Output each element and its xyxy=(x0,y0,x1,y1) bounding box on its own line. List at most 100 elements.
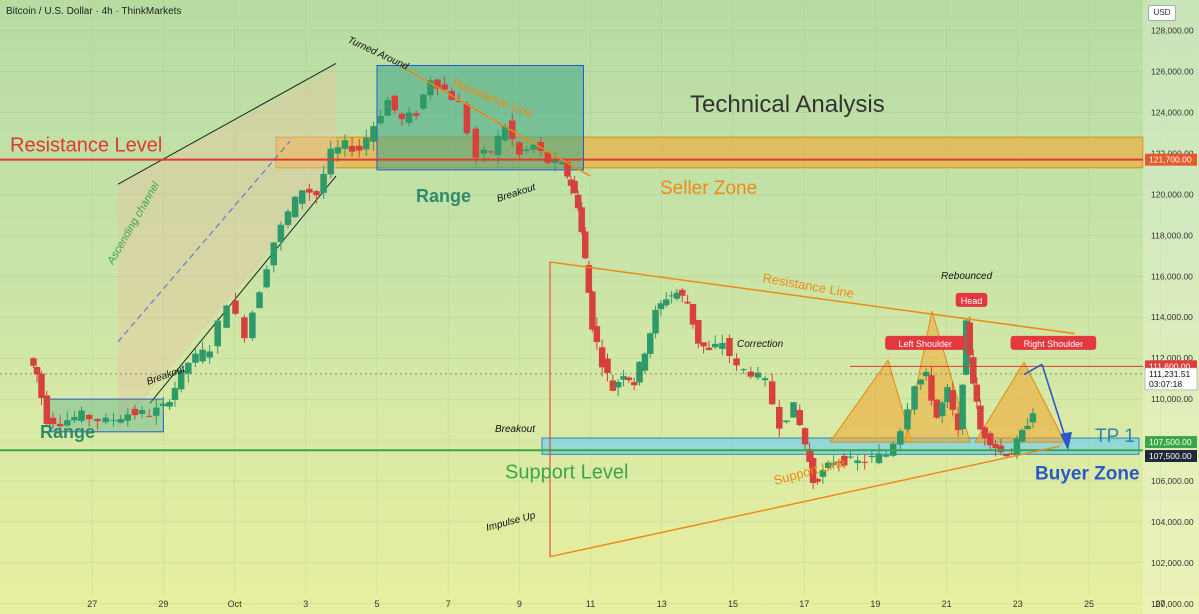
candle-body xyxy=(85,414,93,420)
candle-body xyxy=(110,419,117,421)
candle-body xyxy=(298,190,306,204)
candle-body xyxy=(783,420,790,423)
candle-body xyxy=(223,305,230,328)
candle-body xyxy=(71,417,78,421)
candle-body xyxy=(657,303,665,310)
price-axis-bg xyxy=(1143,0,1199,614)
candle-body xyxy=(796,410,803,426)
price-tick-label: 124,000.00 xyxy=(1151,108,1194,118)
candle-body xyxy=(564,161,571,177)
candle-body xyxy=(49,417,57,425)
price-tag xyxy=(1145,153,1197,166)
ascending-channel-fill xyxy=(118,67,336,430)
candle-body xyxy=(185,362,192,374)
candle-body xyxy=(405,112,413,123)
candle-body xyxy=(199,349,206,362)
candle-body xyxy=(537,141,545,152)
candle-body xyxy=(620,376,627,380)
candle-body xyxy=(263,269,270,288)
time-axis: 27 29 Oct 3 5 7 9 11 13 15 17 19 21 23 25 27 xyxy=(87,599,1165,609)
channel-upper-line xyxy=(117,63,337,185)
price-tick-label: 106,000.00 xyxy=(1151,476,1194,486)
price-tag-label: 107,500.00 xyxy=(1149,451,1192,461)
candle-body xyxy=(897,431,904,445)
candle-body xyxy=(516,142,523,155)
candle-body xyxy=(841,455,848,466)
pattern-badge xyxy=(885,335,966,350)
price-tag-label: 107,500.00 xyxy=(1149,437,1192,447)
candle-body xyxy=(487,151,495,153)
price-tag-label: 111,600.00 xyxy=(1149,361,1191,371)
candle-body xyxy=(398,113,406,120)
candle-body xyxy=(313,191,320,196)
candle-body xyxy=(94,419,101,422)
candle-body xyxy=(875,453,883,464)
candle-body xyxy=(56,423,64,427)
candle-body xyxy=(636,361,643,383)
candle-body xyxy=(949,390,957,410)
candle-body xyxy=(171,387,179,400)
time-tick-label: 19 xyxy=(870,599,880,609)
time-tick-label: 29 xyxy=(158,599,168,609)
candle-body xyxy=(933,399,941,418)
candle-body xyxy=(959,384,966,429)
pattern-badge xyxy=(1010,335,1097,350)
candle-body xyxy=(598,347,606,368)
candle-body xyxy=(341,140,349,149)
candle-body xyxy=(1024,425,1031,430)
candle-body xyxy=(384,100,391,116)
price-tick-label: 118,000.00 xyxy=(1151,230,1193,240)
candle-body xyxy=(427,80,434,96)
time-tick-label: 11 xyxy=(586,599,595,609)
candle-body xyxy=(320,173,327,193)
candle-body xyxy=(412,113,420,116)
candle-body xyxy=(609,380,617,391)
candle-body xyxy=(973,384,981,402)
candle-body xyxy=(954,413,962,431)
candle-body xyxy=(284,211,292,225)
time-tick-label: 9 xyxy=(517,599,522,609)
candle-body xyxy=(177,369,185,390)
candle-body xyxy=(776,406,783,429)
candle-body xyxy=(962,320,970,375)
candle-body xyxy=(192,353,199,363)
candle-body xyxy=(977,405,984,430)
price-tag xyxy=(1145,449,1197,462)
price-tick-label: 114,000.00 xyxy=(1151,312,1193,322)
candle-body xyxy=(944,387,951,403)
time-tick-label: 13 xyxy=(657,599,667,609)
time-tick-label: 15 xyxy=(728,599,738,609)
candle-body xyxy=(78,410,85,421)
price-tick-label: 122,000.00 xyxy=(1151,149,1194,159)
candle-body xyxy=(124,414,132,421)
range-top-label: Range xyxy=(416,186,471,206)
candle-body xyxy=(986,433,994,446)
candle-body xyxy=(814,478,821,482)
candle-body xyxy=(711,343,719,348)
annotation-text: Correction xyxy=(737,339,784,350)
candle-body xyxy=(604,358,611,373)
price-tick-label: 120,000.00 xyxy=(1151,189,1194,199)
candle-body xyxy=(754,372,762,378)
tp1-label: TP 1 xyxy=(1095,426,1135,447)
candle-body xyxy=(824,462,832,468)
candle-body xyxy=(981,427,989,439)
candle-body xyxy=(790,402,797,418)
annotation-text: Impulse Up xyxy=(485,510,537,534)
time-tick-label: 23 xyxy=(1013,599,1023,609)
candle-body xyxy=(434,79,441,89)
candle-body xyxy=(501,126,509,141)
candle-body xyxy=(441,84,448,90)
candle-body xyxy=(306,188,313,193)
candle-body xyxy=(861,461,868,463)
currency-button[interactable]: USD xyxy=(1148,5,1176,21)
price-tick-label: 102,000.00 xyxy=(1151,558,1194,568)
candle-body xyxy=(679,289,686,296)
candle-body xyxy=(551,159,559,163)
price-tag-label: 111,231.51 xyxy=(1149,369,1191,379)
annotation-text: Breakout xyxy=(495,424,536,435)
candle-body xyxy=(241,317,248,339)
candle-body xyxy=(102,417,110,423)
candle-body xyxy=(868,455,876,458)
